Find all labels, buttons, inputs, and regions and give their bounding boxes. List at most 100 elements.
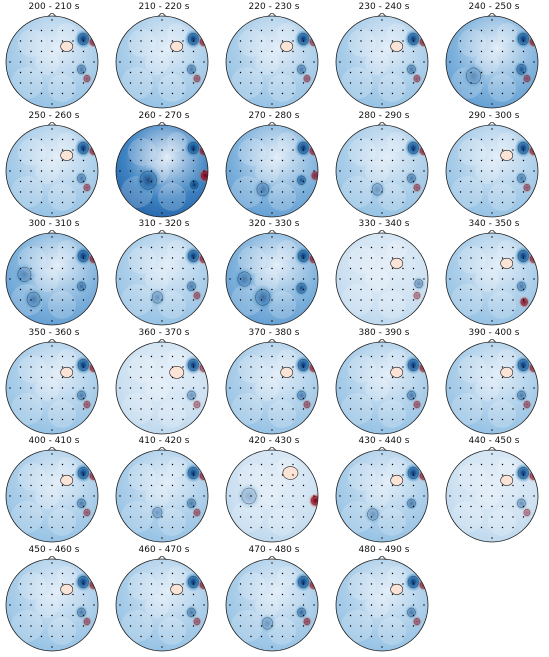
sensor-dot (19, 278, 22, 280)
sensor-dot (161, 397, 163, 399)
positive-peak (411, 398, 422, 410)
sensor-dot (40, 614, 43, 616)
contour-line (83, 75, 91, 83)
topomap-patch (365, 159, 389, 184)
sensor-dot (171, 29, 174, 32)
negative-region (74, 387, 89, 403)
sensor-dot (360, 386, 362, 389)
positive-peak (198, 167, 208, 183)
sensor-dot (360, 138, 362, 140)
topomap-patch (167, 348, 187, 369)
sensor-dot (271, 463, 273, 466)
sensor-dot (30, 386, 32, 389)
negative-region (368, 179, 387, 199)
sensor-dot (402, 376, 404, 378)
sensor-dot (370, 40, 373, 42)
sensor-dot (72, 159, 74, 161)
sensor-dot (381, 593, 383, 595)
sensor-dot (51, 278, 53, 280)
nose-outline (157, 338, 167, 343)
sensor-dot (192, 50, 195, 53)
nose-outline (47, 121, 57, 126)
topomap-patch (158, 74, 186, 102)
contour-line (193, 509, 201, 517)
sensor-dot (412, 159, 415, 161)
sensor-dot (292, 71, 294, 74)
sensor-dot (82, 148, 85, 151)
sensor-dot (402, 474, 404, 476)
sensor-dot (239, 267, 242, 270)
contour-line (516, 64, 527, 75)
sensor-dot (260, 463, 263, 466)
sensor-dot (281, 463, 284, 466)
sensor-dot (423, 169, 425, 172)
sensor-dot (281, 288, 284, 291)
sensor-dot (140, 40, 142, 42)
positive-region (280, 40, 294, 52)
head-outline (445, 341, 539, 434)
sensor-dot (161, 474, 163, 476)
sensor-dot (171, 61, 174, 63)
sensor-dot (171, 159, 174, 161)
topomap-patch (121, 609, 153, 642)
sensor-dot (129, 82, 132, 84)
sensor-dot (512, 29, 514, 32)
sensor-dot (182, 418, 184, 420)
sensor-dot (161, 71, 163, 74)
sensor-dot (161, 309, 163, 312)
sensor-dot (381, 267, 383, 270)
sensor-dot (150, 593, 153, 595)
sensor-dot (292, 484, 294, 487)
sensor-dot (150, 159, 153, 161)
sensor-dot (150, 624, 153, 627)
sensor-dot (30, 572, 32, 574)
sensor-dot (129, 376, 132, 378)
sensor-dot (72, 355, 74, 357)
topomap-patch (451, 175, 483, 208)
sensor-dot (512, 180, 514, 182)
sensor-dot (391, 376, 394, 378)
sensor-dot (402, 516, 404, 518)
sensor-dot (271, 516, 273, 518)
sensor-dot (82, 593, 85, 595)
sensor-dot (171, 71, 174, 74)
head-outline (225, 341, 319, 434)
sensor-dot (119, 495, 121, 497)
sensor-dot (271, 138, 273, 140)
topomap-patch (268, 182, 296, 211)
sensor-dot (260, 603, 263, 606)
sensor-dot (161, 127, 163, 130)
sensor-dot (470, 463, 472, 466)
sensor-dot (470, 484, 472, 487)
sensor-dot (161, 82, 163, 84)
sensor-dot (402, 603, 404, 606)
sensor-dot (480, 40, 483, 42)
topomap-patch (387, 131, 407, 152)
sensor-dot (360, 614, 362, 616)
sensor-dot (391, 386, 394, 389)
topomap (445, 121, 539, 217)
sensor-dot (161, 645, 163, 648)
topomap-patch (341, 392, 373, 425)
contour-line (466, 67, 482, 85)
panel-title: 470 - 480 s (248, 544, 300, 555)
sensor-dot (522, 407, 525, 410)
sensor-dot (370, 418, 373, 420)
nose-outline (267, 338, 277, 343)
sensor-dot (82, 159, 85, 161)
contour-line (367, 508, 379, 521)
nose-outline (487, 447, 497, 451)
topomap-patch (488, 399, 516, 428)
sensor-dot (250, 463, 252, 466)
sensor-dot (19, 603, 22, 606)
sensor-dot (119, 386, 121, 389)
sensor-dot (161, 61, 163, 63)
sensor-dot (292, 288, 294, 291)
sensor-dot (61, 463, 64, 466)
sensor-dot (302, 603, 305, 606)
sensor-dot (470, 180, 472, 182)
sensor-dot (171, 582, 174, 585)
sensor-dot (412, 376, 415, 378)
panel-title: 430 - 440 s (358, 436, 410, 446)
